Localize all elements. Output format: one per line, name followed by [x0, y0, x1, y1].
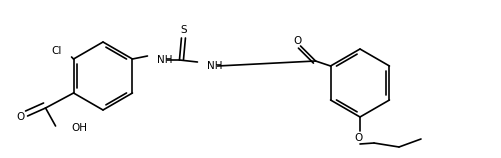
- Text: O: O: [293, 36, 301, 46]
- Text: Cl: Cl: [51, 46, 62, 56]
- Text: NH: NH: [157, 55, 173, 65]
- Text: S: S: [180, 25, 186, 35]
- Text: OH: OH: [72, 123, 87, 133]
- Text: O: O: [16, 112, 25, 122]
- Text: NH: NH: [207, 61, 222, 71]
- Text: O: O: [354, 133, 362, 143]
